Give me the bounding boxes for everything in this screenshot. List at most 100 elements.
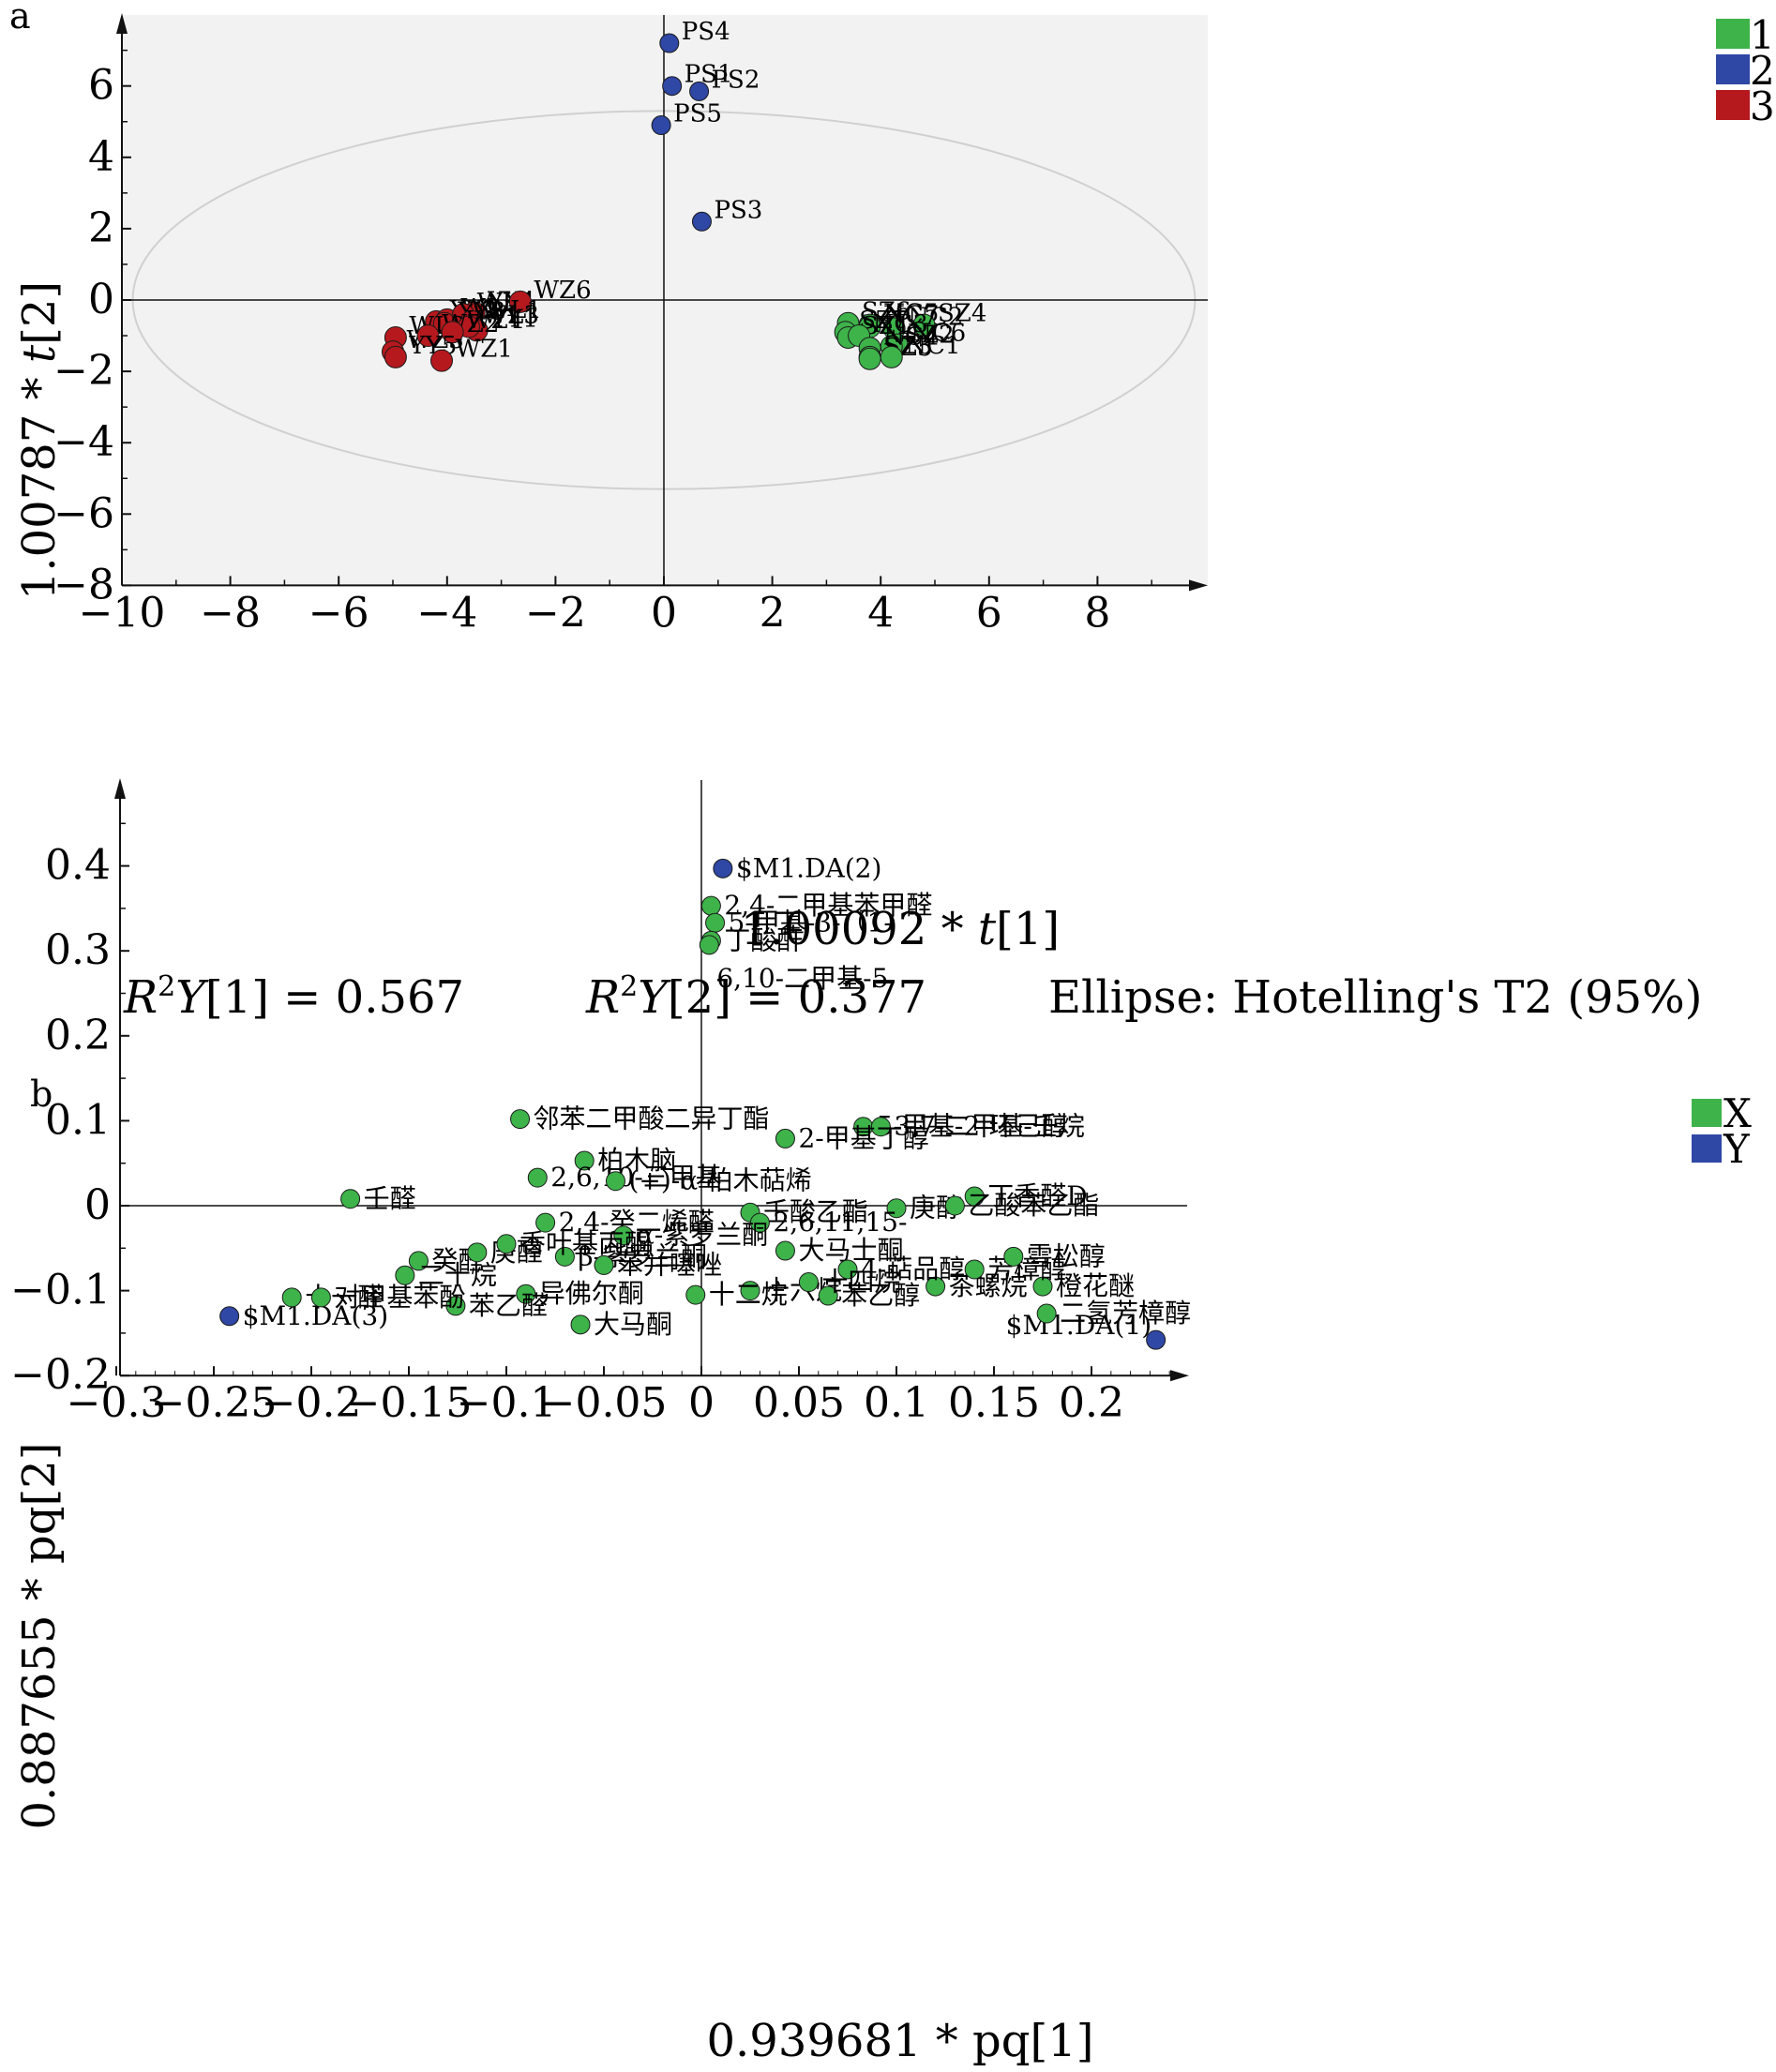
- panel-a-x-tick-label: −4: [416, 589, 477, 637]
- panel-b-y-axis-label: 0.887655 * pq[2]: [13, 1443, 66, 1830]
- variable-point: [554, 1246, 575, 1267]
- variable-point: [926, 1276, 946, 1297]
- variable-point: [340, 1189, 361, 1209]
- variable-label: 2-甲基丁醇: [798, 1122, 928, 1153]
- legend-label-3: 3: [1750, 83, 1775, 129]
- variable-label: 十二烷: [709, 1279, 788, 1310]
- panel-a-legend: 123: [1716, 12, 1775, 129]
- panel-a-x-tick-label: 8: [1084, 589, 1110, 637]
- variable-label: 异佛尔酮: [539, 1278, 644, 1309]
- legend-label-x: X: [1723, 1090, 1752, 1136]
- variable-label: 芳樟醇: [987, 1254, 1066, 1284]
- point-label-wl3: WL3: [482, 302, 539, 330]
- panel-a-y-tick-label: −6: [53, 489, 114, 537]
- variable-label: 6,10-二甲基-5: [716, 963, 888, 994]
- variable-label: 丁酸酐: [724, 924, 803, 955]
- panel-b-label: b: [30, 1074, 53, 1115]
- variable-point: [837, 1259, 858, 1280]
- variable-point: [705, 912, 726, 933]
- panel-a-x-tick-label: −10: [79, 589, 166, 637]
- variable-label: 二十烷: [418, 1259, 497, 1290]
- point-label-ps3: PS3: [714, 196, 762, 224]
- point-ps3: [691, 211, 712, 232]
- panel-a-y-tick-label: 4: [88, 133, 114, 181]
- panel-a-y-tick-label: −4: [53, 418, 114, 466]
- variable-point: [527, 1167, 548, 1188]
- point-label-sz4: SZ4: [938, 300, 986, 328]
- variable-point: [535, 1212, 556, 1233]
- point-label-ps2: PS2: [712, 66, 760, 94]
- panel-b-x-tick-label: 0.1: [864, 1379, 929, 1427]
- panel-b-x-axis-label: 0.939681 * pq[1]: [707, 2015, 1094, 2067]
- point-label-ps4: PS4: [682, 18, 730, 46]
- variable-label: 丁香醛D: [987, 1180, 1087, 1211]
- point-yy5: [384, 345, 407, 368]
- variable-point: [944, 1195, 965, 1216]
- legend-label-1: 1: [1750, 12, 1775, 58]
- point-label-ps1: PS1: [685, 61, 733, 89]
- variable-point: [700, 895, 721, 916]
- point-wz4: [441, 321, 464, 344]
- variable-point: [594, 1254, 614, 1275]
- variable-point: [395, 1265, 415, 1285]
- panel-b-y-tick-label: 0.3: [45, 926, 111, 974]
- variable-label: 香叶基丙酮: [519, 1228, 651, 1259]
- variable-point: [798, 1272, 819, 1293]
- legend-label-y: Y: [1723, 1126, 1751, 1172]
- panel-a-x-tick-label: 2: [760, 589, 786, 637]
- panel-a-x-tick-label: −2: [525, 589, 586, 637]
- variable-label: 3,7-二甲基-壬烷: [894, 1111, 1084, 1142]
- variable-label: 2,4-二甲基苯甲醛: [724, 890, 932, 921]
- ellipse-note: Ellipse: Hotelling's T2 (95%): [1048, 971, 1702, 1024]
- variable-point: [685, 1284, 706, 1305]
- variable-label: 苯乙醇: [841, 1280, 920, 1311]
- variable-point: [605, 1171, 625, 1192]
- point-sz4: [912, 313, 936, 337]
- variable-point: [570, 1314, 591, 1335]
- panel-a-x-tick-label: −6: [309, 589, 369, 637]
- panel-b-y-tick-label: 0.1: [45, 1096, 111, 1144]
- variable-point: [699, 935, 719, 955]
- legend-swatch-x: [1692, 1099, 1722, 1127]
- variable-label: 橙花醚: [1056, 1270, 1135, 1301]
- point-label-nc7: NC7: [883, 302, 939, 330]
- legend-swatch-3: [1716, 90, 1750, 120]
- variable-label: 雪松醇: [1027, 1240, 1106, 1271]
- panel-b-axes: [114, 778, 1189, 1382]
- panel-a-y-axis-label: 1.00787 * t[2]: [13, 281, 66, 600]
- point-sz5: [858, 347, 881, 370]
- variable-point: [408, 1251, 429, 1271]
- point-ps4: [659, 33, 680, 53]
- panel-a-x-tick-label: 4: [867, 589, 894, 637]
- panel-a-x-tick-label: 0: [651, 589, 677, 637]
- variable-point: [775, 1240, 795, 1261]
- r2y2-stat: R2Y[2] = 0.377: [585, 970, 926, 1024]
- variable-label: 2,6,10-三甲基: [550, 1162, 722, 1193]
- panel-b-x-tick-label: −0.1: [457, 1379, 557, 1427]
- panel-b-y-tick-label: 0: [84, 1181, 111, 1229]
- panel-b-x-tick-label: −0.15: [346, 1379, 473, 1427]
- point-ps5: [651, 115, 671, 136]
- point-label-yy1: YY1: [489, 305, 538, 333]
- panel-b-x-tick-label: −0.05: [541, 1379, 668, 1427]
- panel-b-y-tick-label: −0.1: [10, 1267, 111, 1314]
- panel-a-label: a: [9, 0, 31, 37]
- variable-label: 苯乙醛: [469, 1290, 548, 1321]
- response-label: $M1.DA(2): [736, 852, 882, 883]
- point-label-nc3: NC3: [873, 310, 928, 338]
- r2y1-stat: R2Y[1] = 0.567: [123, 970, 464, 1024]
- panel-b-y-tick-label: −0.2: [10, 1351, 111, 1399]
- panel-a-y-tick-label: −8: [53, 561, 114, 608]
- variable-point: [310, 1287, 331, 1308]
- loading-plot-panel-b: b −0.3−0.25−0.2−0.15−0.1−0.05 0 0.05 0.1 0.1…: [10, 778, 1752, 2067]
- point-wz6: [508, 290, 532, 313]
- variable-point: [574, 1150, 595, 1171]
- panel-a-y-arrow: [116, 13, 128, 34]
- variable-point: [818, 1285, 838, 1306]
- response-point: [713, 858, 733, 878]
- panel-b-x-tick-label: 0.15: [948, 1379, 1040, 1427]
- point-label-nc1: NC1: [905, 332, 960, 360]
- point-label-wz4: WZ4: [466, 307, 523, 335]
- variable-label: 柏木脑: [597, 1145, 676, 1176]
